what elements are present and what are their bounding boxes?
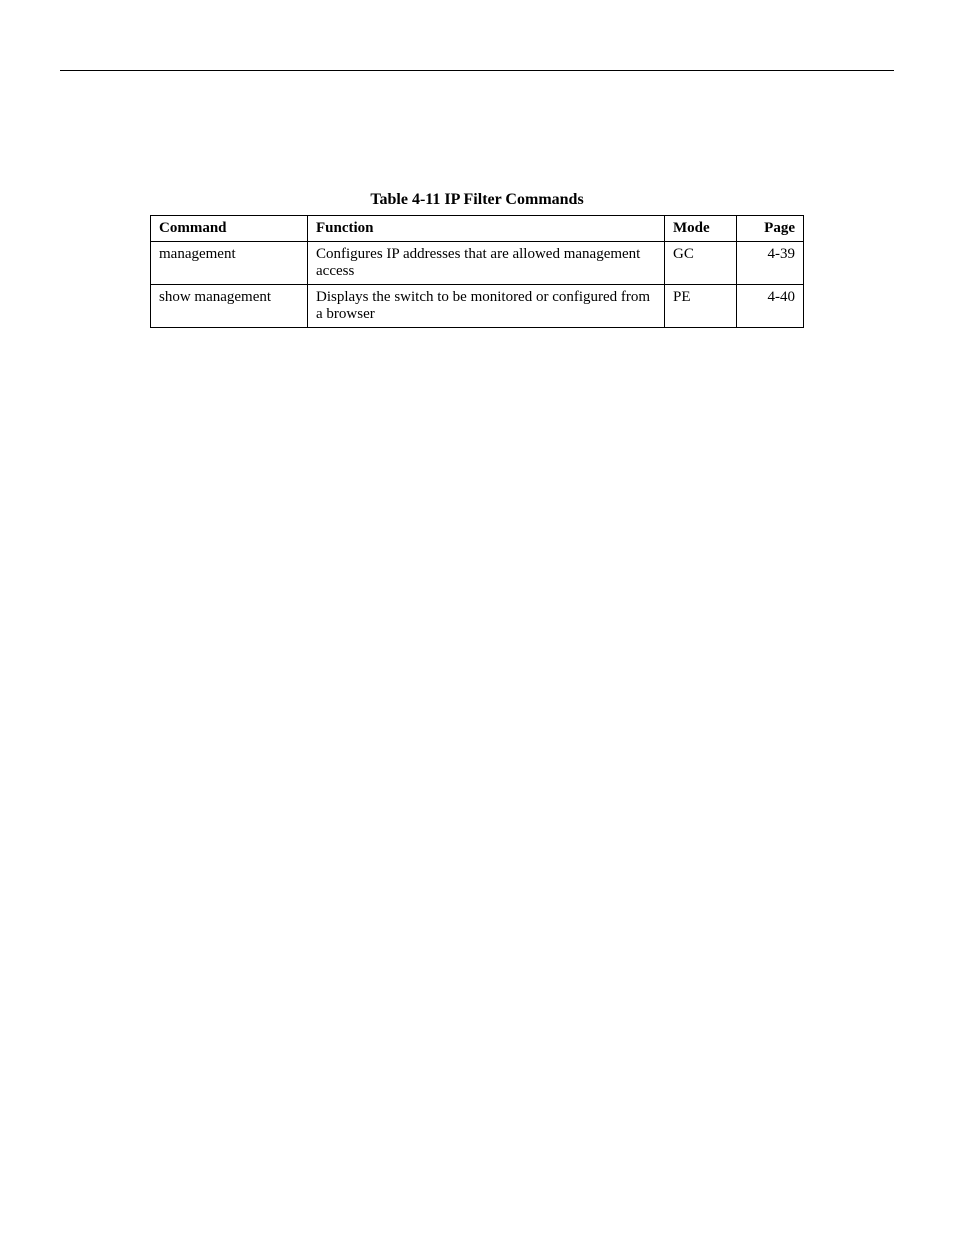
cell-mode: PE [665, 285, 737, 328]
cell-command: management [151, 242, 308, 285]
cell-function: Displays the switch to be monitored or c… [308, 285, 665, 328]
col-header-page: Page [737, 216, 804, 242]
col-header-function: Function [308, 216, 665, 242]
cell-mode: GC [665, 242, 737, 285]
cell-function: Configures IP addresses that are allowed… [308, 242, 665, 285]
cell-page: 4-40 [737, 285, 804, 328]
table-row: show management Displays the switch to b… [151, 285, 804, 328]
cell-command: show management [151, 285, 308, 328]
col-header-command: Command [151, 216, 308, 242]
header-divider [60, 70, 894, 71]
cell-page: 4-39 [737, 242, 804, 285]
col-header-mode: Mode [665, 216, 737, 242]
content-area: Table 4-11 IP Filter Commands Command Fu… [60, 191, 894, 328]
table-header-row: Command Function Mode Page [151, 216, 804, 242]
table-row: management Configures IP addresses that … [151, 242, 804, 285]
ip-filter-commands-table: Command Function Mode Page management Co… [150, 215, 804, 328]
document-page: Table 4-11 IP Filter Commands Command Fu… [0, 0, 954, 368]
table-caption: Table 4-11 IP Filter Commands [150, 191, 804, 209]
